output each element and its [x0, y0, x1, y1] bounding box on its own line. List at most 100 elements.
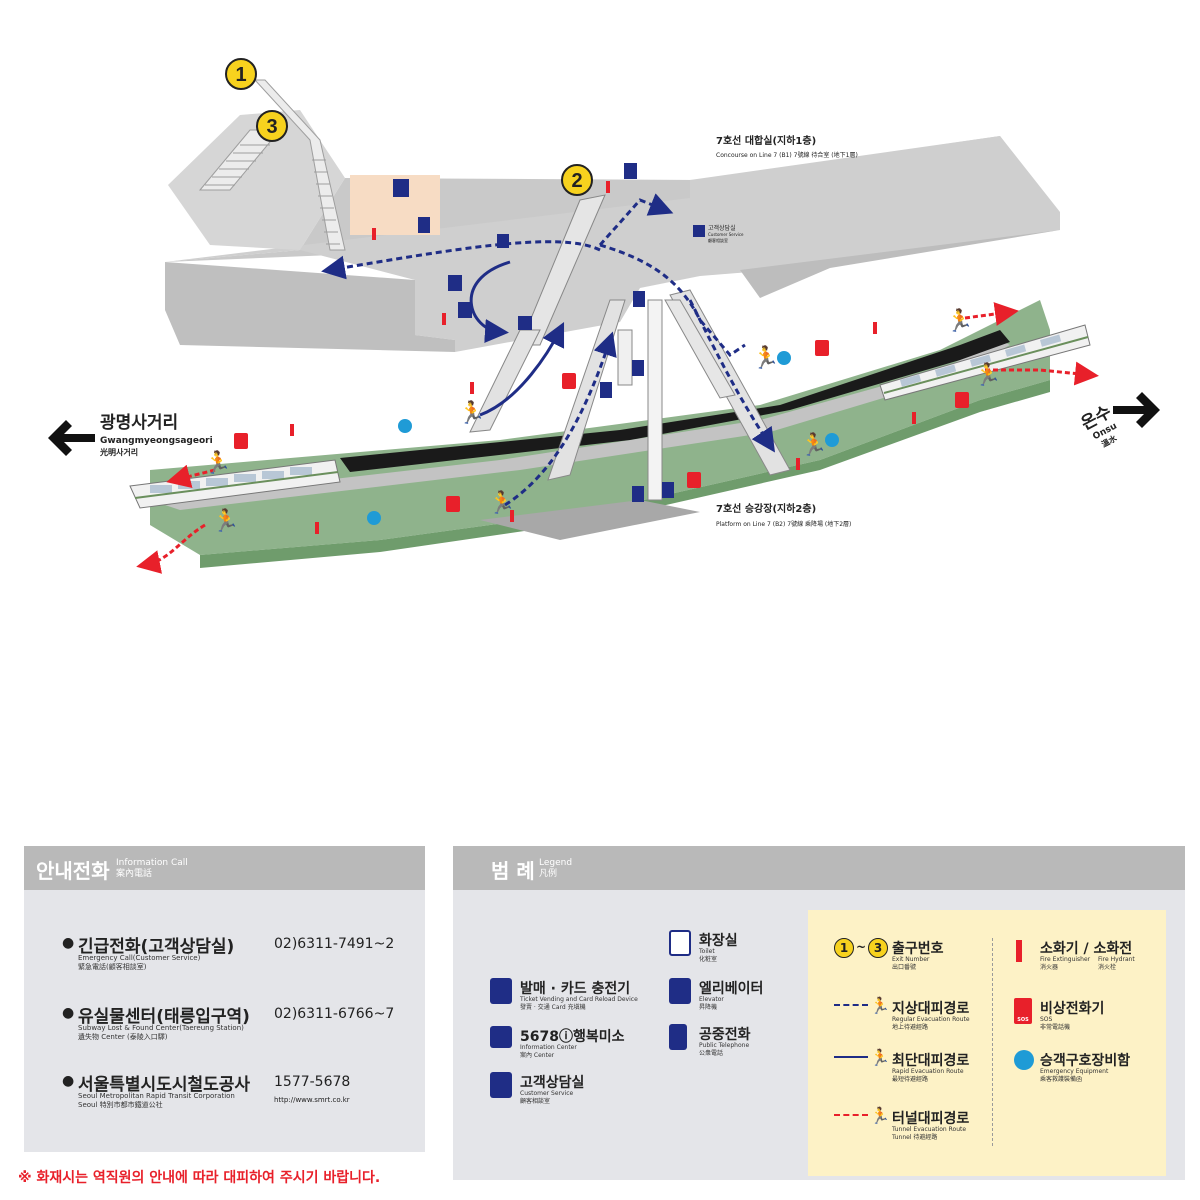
- telephone-icon: [632, 360, 644, 376]
- svg-text:🏃: 🏃: [204, 450, 231, 476]
- legend-sub-cn: 發賣 · 交通 Card 充塡機: [520, 1004, 586, 1011]
- legend-sub-cn: Tunnel 待避經路: [892, 1134, 938, 1141]
- legend-sub-cn: 消火器: [1040, 964, 1059, 971]
- legend-title: 범 례: [491, 859, 535, 883]
- elevator-icon: [669, 978, 691, 1004]
- elevator-icon: [632, 486, 644, 502]
- ticket-machine-icon: [490, 978, 512, 1004]
- exit-3-label: 3: [266, 116, 277, 138]
- call-number: 02)6311-7491~2: [274, 936, 395, 952]
- info-call-sub-cn: 案內電話: [116, 869, 153, 879]
- legend-sub-en: Emergency Equipment: [1040, 1068, 1109, 1075]
- legend-label: 최단대피경로: [892, 1053, 970, 1069]
- legend-label: 비상전화기: [1040, 1001, 1105, 1017]
- exit-from-icon: 1: [834, 938, 854, 958]
- legend-sub-cn: 凡例: [539, 869, 558, 879]
- call-title: 유실물센터(태릉입구역): [78, 1007, 250, 1027]
- information-icon: [497, 234, 509, 248]
- svg-text:🏃: 🏃: [458, 400, 485, 426]
- concourse-title: 7호선 대합실(지하1층): [716, 134, 816, 147]
- legend-highlight-box: 1 ~ 3 출구번호 Exit Number 出口番號 🏃 지상대피경로 Reg…: [808, 910, 1166, 1176]
- call-sub-cn: 遺失物 Center (泰陵入口驛): [78, 1033, 168, 1041]
- fire-extinguisher-icons: [290, 181, 916, 534]
- call-number: 02)6311-6766~7: [274, 1006, 395, 1022]
- svg-text:🏃: 🏃: [212, 508, 239, 534]
- exit-to-icon: 3: [868, 938, 888, 958]
- legend-label: 고객상담실: [520, 1075, 585, 1091]
- customer-service-label: 고객상담실: [708, 224, 736, 232]
- legend-sub-en: Legend: [539, 858, 573, 868]
- legend-sub-en: SOS: [1040, 1016, 1053, 1023]
- station-map: 🏃 🏃 🏃 🏃 🏃 🏃 🏃 🏃: [48, 58, 1160, 574]
- legend-sub-en: Public Telephone: [699, 1042, 750, 1049]
- legend-sub-cn: 出口番號: [892, 964, 917, 971]
- svg-text:🏃: 🏃: [974, 362, 1001, 388]
- west-direction-cn: 光明사거리: [99, 447, 138, 457]
- legend-sub-cn: 消火栓: [1098, 964, 1117, 971]
- legend-sub-en: Exit Number: [892, 956, 930, 963]
- customer-service-cn: 顧客相談室: [708, 237, 728, 243]
- call-sub-en: Subway Lost & Found Center(Taereung Stat…: [78, 1024, 244, 1032]
- wheelchair-icon: [518, 316, 532, 330]
- exit-2-label: 2: [571, 170, 582, 192]
- legend-divider: [992, 938, 993, 1146]
- legend-label: 출구번호: [892, 941, 944, 957]
- person-icon: 🏃: [870, 1048, 890, 1067]
- fire-extinguisher-icon: [1016, 940, 1022, 962]
- toilet-icon: [669, 930, 691, 956]
- call-title: 서울특별시도시철도공사: [78, 1075, 251, 1095]
- elevator-icon: [624, 163, 637, 179]
- telephone-icon: [669, 1024, 687, 1050]
- call-sub-cn: 緊急電話(顧客相談室): [78, 963, 147, 971]
- exit-range-sep: ~: [856, 940, 867, 954]
- customer-service-icon: [490, 1072, 512, 1098]
- call-sub-en: Seoul Metropolitan Rapid Transit Corpora…: [78, 1092, 235, 1100]
- customer-service-icon: [693, 225, 705, 237]
- telephone-icon: [418, 217, 430, 233]
- platform-title: 7호선 승강장(지하2층): [716, 502, 816, 515]
- legend-sub-cn: 案內 Center: [520, 1052, 555, 1059]
- evacuation-routes: [136, 193, 1099, 574]
- arrow-right-icon: [1113, 392, 1160, 428]
- legend-sub-cn: 昇降機: [699, 1004, 718, 1011]
- legend-header: 범 례 Legend 凡例: [453, 846, 1185, 890]
- route-line-icon: [834, 1004, 868, 1006]
- toilet-icon: [393, 179, 409, 197]
- sos-phone-icons: [234, 340, 969, 512]
- legend-sub-cn: 最短待避經路: [892, 1076, 929, 1083]
- info-call-title: 안내전화: [36, 859, 110, 883]
- sos-phone-icon: SOS: [1014, 998, 1032, 1024]
- call-title: 긴급전화(고객상담실): [78, 937, 235, 957]
- info-call-header: 안내전화 Information Call 案內電話: [24, 846, 425, 890]
- legend-label: 엘리베이터: [699, 981, 764, 997]
- legend-sub-en: Information Center: [520, 1044, 577, 1051]
- legend-label: 지상대피경로: [892, 1001, 970, 1017]
- elevator-icon: [600, 382, 612, 398]
- west-direction-en: Gwangmyeongsageori: [100, 436, 213, 446]
- legend-sub-cn: 地上待避經路: [892, 1024, 929, 1031]
- bullet: ●: [62, 935, 75, 951]
- legend-sub-cn: 化粧室: [699, 956, 718, 963]
- call-url: http://www.smrt.co.kr: [274, 1096, 350, 1104]
- legend-sub-en: Regular Evacuation Route: [892, 1016, 970, 1023]
- fire-notice: ※ 화재시는 역직원의 안내에 따라 대피하여 주시기 바랍니다.: [18, 1170, 381, 1186]
- emergency-equipment-icons: [367, 351, 839, 525]
- call-number: 1577-5678: [274, 1074, 351, 1090]
- legend-label: 화장실: [699, 933, 738, 949]
- person-icon: 🏃: [870, 996, 890, 1015]
- person-icon: 🏃: [870, 1106, 890, 1125]
- facility-icons: [393, 163, 705, 502]
- train-west: [129, 459, 341, 509]
- legend-label: 공중전화: [699, 1027, 751, 1043]
- concourse-subtitle: Concourse on Line 7 (B1) 7號線 待合室 (地下1層): [716, 151, 858, 159]
- info-call-panel: ● 긴급전화(고객상담실) Emergency Call(Customer Se…: [24, 890, 425, 1152]
- emergency-equipment-icon: [1014, 1050, 1034, 1070]
- ticket-machine-icon: [448, 275, 462, 291]
- legend-label: 터널대피경로: [892, 1111, 970, 1127]
- call-sub-cn: Seoul 特別市都市鐵道公社: [78, 1101, 163, 1109]
- elevator-icon: [633, 291, 645, 307]
- legend-label: 소화기 / 소화전: [1040, 941, 1133, 957]
- arrow-left-icon: [48, 420, 95, 456]
- bullet: ●: [62, 1005, 75, 1021]
- svg-text:🏃: 🏃: [946, 308, 973, 334]
